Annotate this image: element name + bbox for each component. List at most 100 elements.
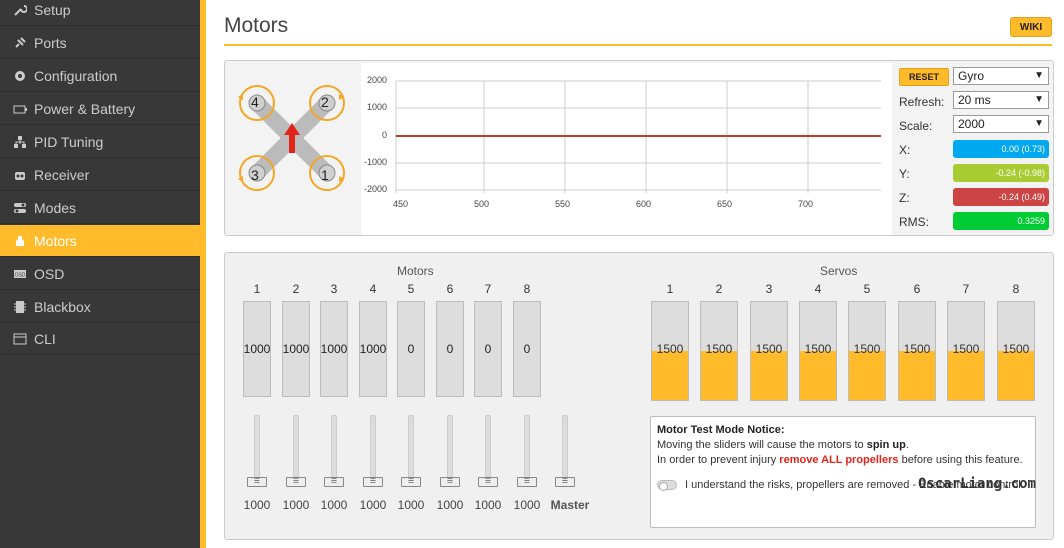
dropdown-arrow-icon: ▼ <box>1034 118 1044 129</box>
servo-output-bar: 1500 <box>848 301 886 401</box>
servos-section-title: Servos <box>820 264 858 278</box>
rms-value-meter: 0.3259 <box>953 212 1049 230</box>
motor-slider-handle[interactable]: ☰ <box>517 477 537 487</box>
scale-select[interactable]: 2000 ▼ <box>953 115 1049 133</box>
graph-controls: RESET Gyro ▼ Refresh: 20 ms ▼ Scale: 200… <box>893 63 1053 235</box>
motor-number: 6 <box>446 282 454 296</box>
sidebar-edge <box>200 0 206 548</box>
motor-number: 1 <box>253 282 261 296</box>
servo-number: 1 <box>666 282 674 296</box>
quad-x-icon <box>238 85 345 191</box>
y-tick: -1000 <box>363 157 387 167</box>
sidebar-item-configuration[interactable]: Configuration <box>0 60 200 92</box>
scale-label: Scale: <box>899 119 933 133</box>
motor-slider-value: 1000 <box>282 498 310 512</box>
reset-button[interactable]: RESET <box>899 68 949 86</box>
page-title: Motors <box>224 14 289 37</box>
wiki-button[interactable]: WIKI <box>1010 17 1052 37</box>
motor-slider-track[interactable] <box>485 415 491 485</box>
motor-slider-track[interactable] <box>524 415 530 485</box>
svg-text:OSD: OSD <box>15 272 26 278</box>
quad-diagram: 4 2 3 1 <box>227 63 361 235</box>
sidebar-item-blackbox[interactable]: Blackbox <box>0 291 200 323</box>
motor-slider-value: 1000 <box>474 498 502 512</box>
sidebar-item-label: Power & Battery <box>34 100 136 117</box>
servo-output-bar: 1500 <box>947 301 985 401</box>
master-slider-track[interactable] <box>562 415 568 485</box>
sidebar-item-power-battery[interactable]: Power & Battery <box>0 93 200 125</box>
motor-slider-handle[interactable]: ☰ <box>247 477 267 487</box>
servo-number: 4 <box>814 282 822 296</box>
motor-number: 3 <box>330 282 338 296</box>
sidebar-item-ports[interactable]: Ports <box>0 27 200 59</box>
motor-slider-value: 1000 <box>397 498 425 512</box>
motor-slider-track[interactable] <box>408 415 414 485</box>
servo-output-bar: 1500 <box>651 301 689 401</box>
motor-slider-handle[interactable]: ☰ <box>286 477 306 487</box>
sidebar-item-label: Modes <box>34 199 77 216</box>
battery-icon <box>12 101 28 117</box>
sidebar-item-label: Configuration <box>34 67 118 84</box>
sidebar-item-label: CLI <box>34 330 56 347</box>
motor-output-bar: 1000 <box>282 301 310 397</box>
dropdown-arrow-icon: ▼ <box>1034 94 1044 105</box>
motor-slider-handle[interactable]: ☰ <box>440 477 460 487</box>
sidebar-item-receiver[interactable]: Receiver <box>0 159 200 191</box>
motor-slider-handle[interactable]: ☰ <box>363 477 383 487</box>
sidebar: Setup Ports Configuration Power & Batter… <box>0 0 200 548</box>
motor-slider-track[interactable] <box>370 415 376 485</box>
y-value-meter: -0.24 (-0.98) <box>953 164 1049 182</box>
toggle-label: I understand the risks, propellers are r… <box>685 479 1024 491</box>
motor-slider-track[interactable] <box>447 415 453 485</box>
z-axis-label: Z: <box>899 191 910 205</box>
graph-grid <box>395 80 881 193</box>
sidebar-item-modes[interactable]: Modes <box>0 192 200 224</box>
motor-slider-track[interactable] <box>331 415 337 485</box>
servo-output-bar: 1500 <box>997 301 1035 401</box>
notice-title: Motor Test Mode Notice: <box>657 424 785 436</box>
motor-slider-track[interactable] <box>293 415 299 485</box>
servo-value: 1500 <box>705 342 733 356</box>
servo-value: 1500 <box>903 342 931 356</box>
motor-label-2: 2 <box>321 94 329 110</box>
motor-output-bar: 0 <box>474 301 502 397</box>
master-label: Master <box>550 498 590 512</box>
master-slider-handle[interactable]: ☰ <box>555 477 575 487</box>
servo-output-bar: 1500 <box>700 301 738 401</box>
sidebar-item-osd[interactable]: OSD OSD <box>0 258 200 290</box>
x-tick: 650 <box>717 199 733 209</box>
motor-output-bar: 0 <box>513 301 541 397</box>
servo-value: 1500 <box>952 342 980 356</box>
sidebar-item-setup[interactable]: Setup <box>0 0 200 26</box>
sidebar-item-label: PID Tuning <box>34 133 104 150</box>
refresh-select[interactable]: 20 ms ▼ <box>953 91 1049 109</box>
motor-icon <box>12 233 28 249</box>
servo-value: 1500 <box>1002 342 1030 356</box>
servo-number: 2 <box>715 282 723 296</box>
sensor-panel: 4 2 3 1 2000 <box>224 60 1054 236</box>
y-axis-label: Y: <box>899 167 910 181</box>
servo-output-bar: 1500 <box>799 301 837 401</box>
motor-output-bar: 1000 <box>243 301 271 397</box>
y-tick: 2000 <box>366 75 387 85</box>
refresh-select-value: 20 ms <box>958 93 991 107</box>
y-tick: 1000 <box>366 102 387 112</box>
enable-motor-control-toggle[interactable] <box>657 480 677 492</box>
y-tick: -2000 <box>363 184 387 194</box>
x-tick: 500 <box>474 199 490 209</box>
sidebar-item-label: Ports <box>34 34 67 51</box>
motor-slider-handle[interactable]: ☰ <box>478 477 498 487</box>
motor-slider-handle[interactable]: ☰ <box>401 477 421 487</box>
x-tick: 700 <box>798 199 814 209</box>
sensor-select[interactable]: Gyro ▼ <box>953 67 1049 85</box>
motor-slider-track[interactable] <box>254 415 260 485</box>
sidebar-item-motors[interactable]: Motors <box>0 225 200 257</box>
motor-output-bar: 1000 <box>320 301 348 397</box>
blackbox-icon <box>12 299 28 315</box>
y-tick: 0 <box>381 130 387 140</box>
motor-slider-handle[interactable]: ☰ <box>324 477 344 487</box>
sidebar-item-pid-tuning[interactable]: PID Tuning <box>0 126 200 158</box>
sidebar-item-cli[interactable]: CLI <box>0 323 200 355</box>
z-value-meter: -0.24 (0.49) <box>953 188 1049 206</box>
motor-label-1: 1 <box>321 167 329 183</box>
